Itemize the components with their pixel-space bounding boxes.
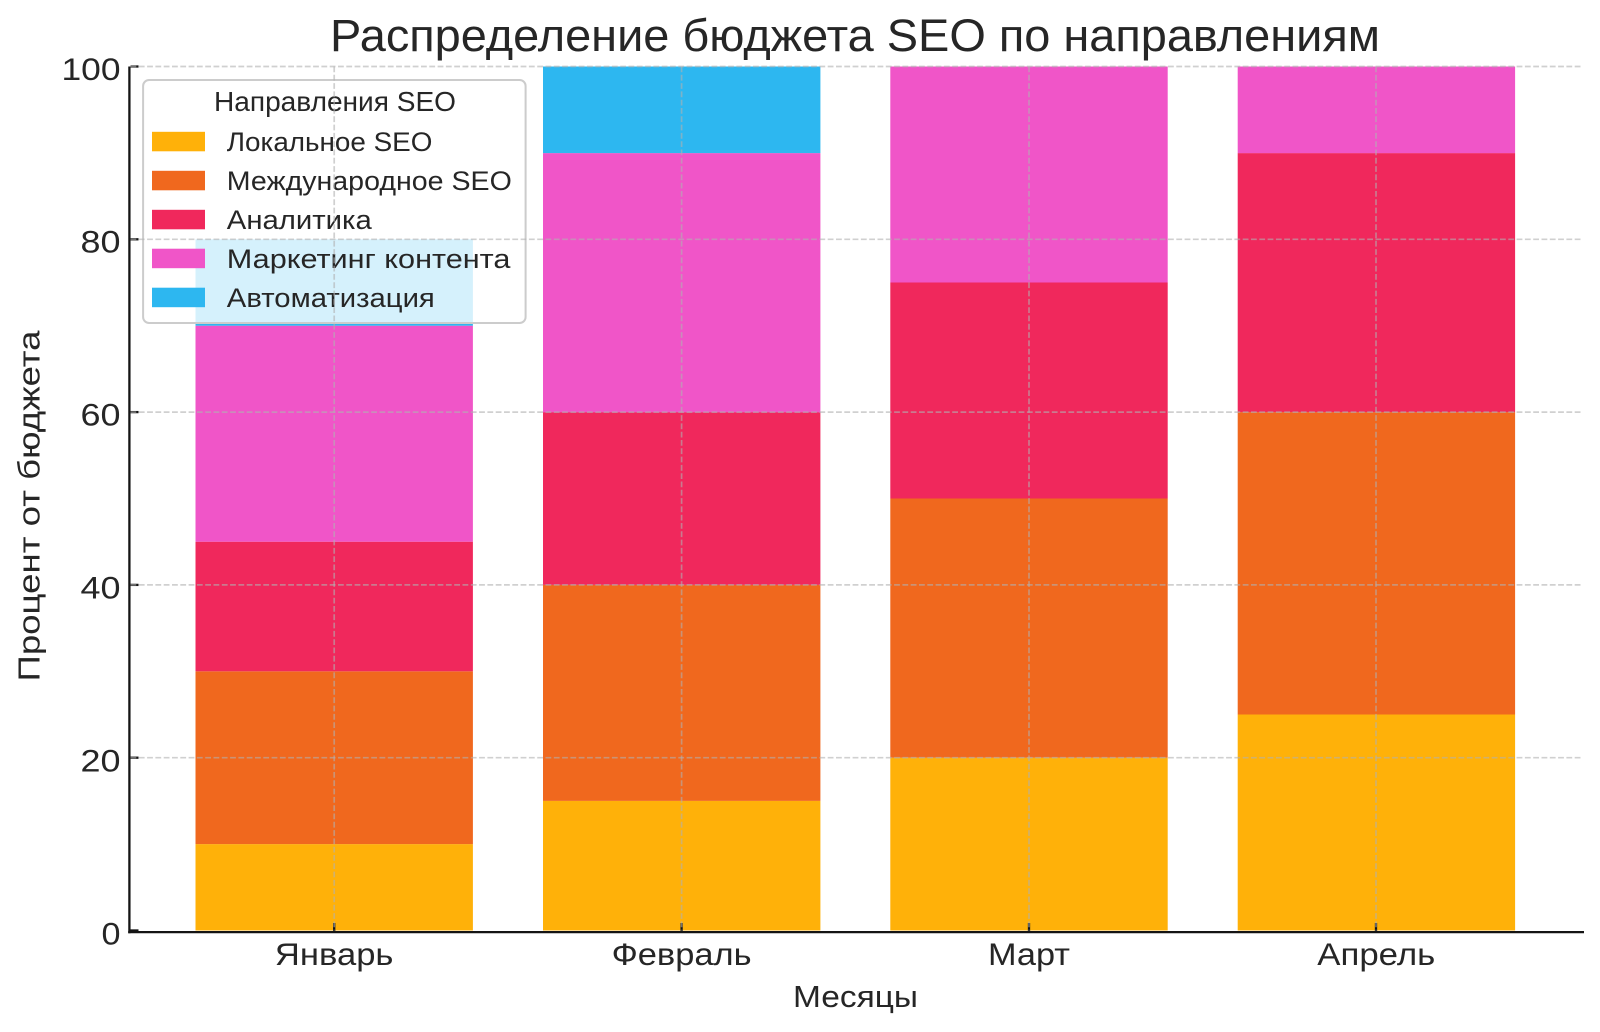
svg-text:80: 80 <box>81 224 121 260</box>
svg-text:Процент от бюджета: Процент от бюджета <box>12 330 47 682</box>
svg-text:20: 20 <box>81 743 121 779</box>
svg-text:Аналитика: Аналитика <box>227 205 372 235</box>
svg-text:Январь: Январь <box>275 936 394 972</box>
svg-text:0: 0 <box>102 916 121 952</box>
svg-text:Международное SEO: Международное SEO <box>227 166 512 196</box>
svg-text:Маркетинг контента: Маркетинг контента <box>227 244 511 274</box>
svg-text:Апрель: Апрель <box>1317 936 1435 972</box>
svg-text:Месяцы: Месяцы <box>793 979 918 1014</box>
svg-text:40: 40 <box>81 570 121 606</box>
svg-text:Распределение бюджета SEO по н: Распределение бюджета SEO по направления… <box>330 10 1380 61</box>
svg-text:Автоматизация: Автоматизация <box>227 283 435 313</box>
svg-text:100: 100 <box>62 51 121 87</box>
svg-text:60: 60 <box>81 397 121 433</box>
svg-text:Март: Март <box>988 936 1070 972</box>
svg-text:Февраль: Февраль <box>612 936 752 972</box>
svg-text:Локальное SEO: Локальное SEO <box>227 127 433 157</box>
